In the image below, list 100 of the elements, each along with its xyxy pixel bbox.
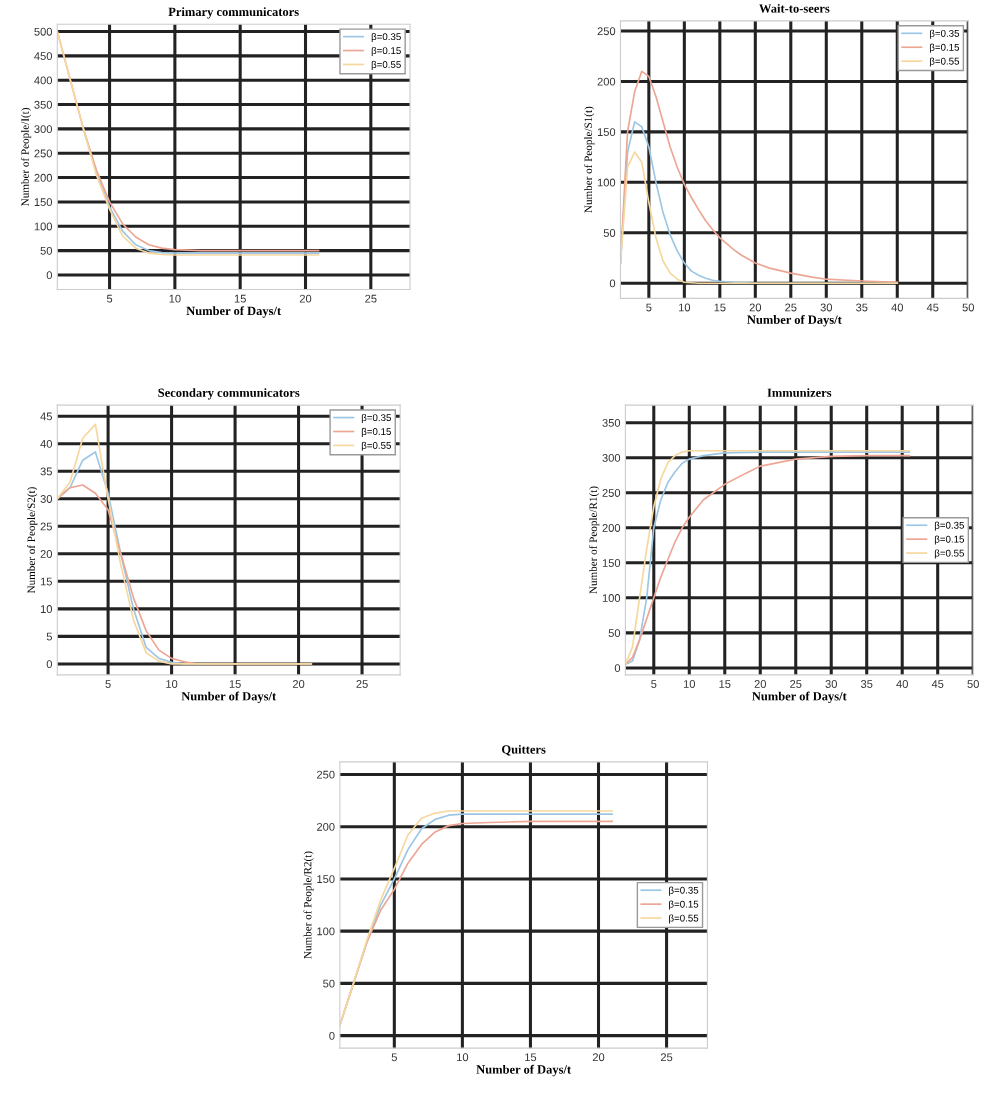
legend-label: β=0.15 <box>934 535 965 545</box>
y-tick-label: 15 <box>40 577 52 586</box>
y-tick-label: 400 <box>34 76 53 85</box>
y-axis-title: Number of People/S1(t) <box>584 106 595 213</box>
x-tick-label: 40 <box>891 303 904 312</box>
x-tick-label: 25 <box>785 303 797 312</box>
x-tick-label: 15 <box>234 294 246 303</box>
y-tick-label: 250 <box>34 149 53 158</box>
x-tick-label: 25 <box>790 680 802 688</box>
y-tick-label: 30 <box>40 495 53 503</box>
legend-label: β=0.15 <box>371 46 401 56</box>
y-tick-label: 250 <box>317 770 335 779</box>
x-tick-label: 25 <box>660 1053 673 1062</box>
x-tick-label: 5 <box>651 680 657 688</box>
x-tick-label: 20 <box>749 303 762 312</box>
x-tick-label: 35 <box>856 303 868 312</box>
y-tick-label: 200 <box>602 524 621 532</box>
y-tick-label: 0 <box>609 279 616 288</box>
x-tick-label: 45 <box>931 680 944 688</box>
x-tick-label: 5 <box>106 294 113 303</box>
legend-label: β=0.15 <box>361 427 391 437</box>
y-tick-label: 200 <box>597 77 616 86</box>
chart-title: Quitters <box>502 744 546 756</box>
y-tick-label: 250 <box>602 489 621 497</box>
y-tick-label: 50 <box>40 246 53 255</box>
x-tick-label: 50 <box>962 303 974 312</box>
x-tick-label: 45 <box>926 303 939 312</box>
x-tick-label: 15 <box>525 1053 537 1062</box>
legend-label: β=0.35 <box>371 32 401 43</box>
x-tick-label: 40 <box>896 680 908 688</box>
y-tick-label: 100 <box>317 927 335 936</box>
x-tick-label: 15 <box>229 680 241 688</box>
y-tick-label: 5 <box>46 632 52 641</box>
y-axis-title: Number of People/I(t) <box>20 108 32 206</box>
y-tick-label: 20 <box>40 550 53 558</box>
line-series <box>620 70 899 284</box>
x-axis-title: Number of Days/t <box>476 1064 572 1077</box>
x-tick-label: 30 <box>820 303 833 312</box>
legend-label: β=0.55 <box>934 549 965 559</box>
legend-label: β=0.55 <box>929 57 960 67</box>
x-axis-title: Number of Days/t <box>747 314 842 327</box>
x-tick-label: 35 <box>860 680 873 688</box>
x-tick-label: 20 <box>299 294 312 303</box>
y-tick-label: 100 <box>597 178 616 187</box>
line-series <box>620 151 899 285</box>
legend-label: β=0.15 <box>669 900 699 910</box>
y-axis-title: Number of People/S2(t) <box>27 487 38 594</box>
y-tick-label: 100 <box>602 594 621 602</box>
y-axis-title: Number of People/R2(t) <box>303 851 314 959</box>
y-tick-label: 500 <box>34 27 53 36</box>
x-tick-label: 50 <box>967 680 979 688</box>
x-tick-label: 10 <box>679 303 691 312</box>
y-tick-label: 0 <box>614 664 621 673</box>
y-tick-label: 200 <box>317 822 335 831</box>
legend-label: β=0.55 <box>371 60 401 70</box>
legend-label: β=0.15 <box>929 43 960 53</box>
y-tick-label: 350 <box>602 418 621 427</box>
y-tick-label: 35 <box>40 467 52 476</box>
legend-label: β=0.55 <box>669 914 699 924</box>
x-tick-label: 10 <box>166 680 178 688</box>
x-tick-label: 20 <box>292 680 305 688</box>
y-tick-label: 150 <box>317 875 335 884</box>
legend-label: β=0.35 <box>934 521 965 531</box>
x-tick-label: 10 <box>683 680 696 688</box>
y-tick-label: 50 <box>323 979 335 988</box>
chart-title: Primary communicators <box>168 7 299 19</box>
y-tick-label: 40 <box>40 439 53 448</box>
x-tick-label: 10 <box>169 294 181 303</box>
y-tick-label: 200 <box>34 173 53 182</box>
x-tick-label: 25 <box>356 680 368 688</box>
chart-title: Immunizers <box>767 388 832 397</box>
y-tick-label: 0 <box>46 271 53 280</box>
x-tick-label: 20 <box>754 680 766 688</box>
y-tick-label: 10 <box>40 605 53 613</box>
x-tick-label: 10 <box>457 1053 469 1062</box>
x-tick-label: 15 <box>714 303 726 312</box>
y-tick-label: 300 <box>602 453 621 462</box>
y-tick-label: 25 <box>40 522 52 531</box>
y-tick-label: 0 <box>46 660 53 669</box>
y-tick-label: 450 <box>34 52 53 60</box>
y-tick-label: 300 <box>34 125 53 134</box>
y-tick-label: 50 <box>603 229 616 237</box>
x-tick-label: 5 <box>391 1053 397 1062</box>
y-tick-label: 100 <box>34 222 53 231</box>
legend-label: β=0.35 <box>361 413 391 423</box>
y-tick-label: 50 <box>608 629 621 638</box>
y-tick-label: 350 <box>34 100 53 109</box>
x-tick-label: 30 <box>825 680 837 688</box>
x-axis-title: Number of Days/t <box>186 306 282 318</box>
y-tick-label: 0 <box>329 1031 335 1040</box>
y-tick-label: 150 <box>34 198 53 207</box>
y-tick-label: 250 <box>597 27 616 36</box>
chart-title: Wait-to-seers <box>759 3 830 13</box>
legend-label: β=0.35 <box>669 886 699 896</box>
x-tick-label: 25 <box>365 294 377 303</box>
chart-title: Secondary communicators <box>158 388 300 400</box>
legend-label: β=0.35 <box>929 29 960 39</box>
x-axis-title: Number of Days/t <box>752 691 847 704</box>
y-axis-title: Number of People/R1(t) <box>589 486 600 594</box>
y-tick-label: 45 <box>40 412 52 421</box>
